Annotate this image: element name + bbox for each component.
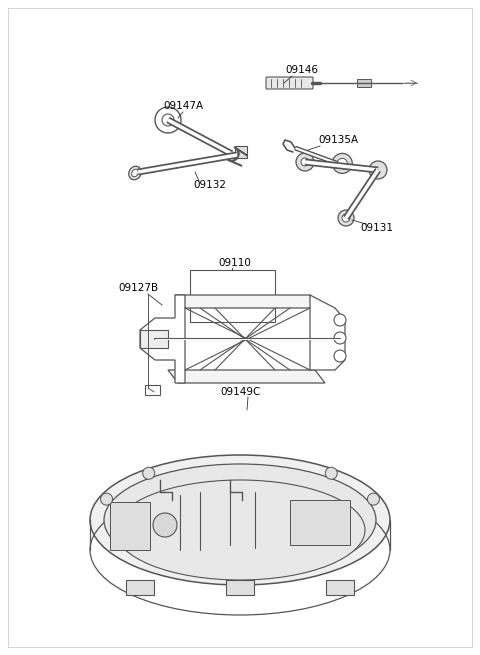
Text: 09127B: 09127B — [118, 283, 158, 293]
Polygon shape — [110, 502, 150, 550]
Circle shape — [369, 161, 387, 179]
Polygon shape — [226, 580, 254, 595]
Circle shape — [338, 210, 354, 226]
Ellipse shape — [104, 464, 376, 576]
Circle shape — [325, 467, 337, 479]
Polygon shape — [145, 385, 160, 395]
Text: 09135A: 09135A — [318, 135, 358, 145]
Circle shape — [332, 153, 352, 174]
Polygon shape — [168, 370, 325, 383]
Circle shape — [334, 350, 346, 362]
Circle shape — [342, 214, 350, 222]
Polygon shape — [140, 295, 185, 383]
Circle shape — [337, 159, 348, 168]
Text: 09132: 09132 — [193, 180, 226, 190]
Circle shape — [143, 467, 155, 479]
Text: 09110: 09110 — [218, 258, 251, 268]
Ellipse shape — [90, 455, 390, 585]
Circle shape — [367, 493, 379, 505]
Text: 09146: 09146 — [285, 65, 318, 75]
Text: 09147A: 09147A — [163, 101, 203, 111]
Polygon shape — [290, 500, 350, 545]
Ellipse shape — [115, 480, 365, 580]
Circle shape — [334, 314, 346, 326]
Circle shape — [155, 107, 181, 133]
Polygon shape — [140, 330, 168, 348]
FancyBboxPatch shape — [266, 77, 313, 89]
Circle shape — [301, 158, 309, 166]
Circle shape — [153, 513, 177, 537]
Circle shape — [296, 153, 314, 171]
Polygon shape — [310, 295, 345, 370]
Circle shape — [101, 493, 113, 505]
Circle shape — [162, 114, 174, 126]
Bar — [190, 270, 275, 322]
Polygon shape — [326, 580, 354, 595]
Text: 09131: 09131 — [360, 223, 393, 233]
Ellipse shape — [132, 169, 138, 177]
Ellipse shape — [129, 166, 141, 179]
Text: 09149C: 09149C — [220, 387, 260, 397]
Polygon shape — [175, 295, 320, 308]
Bar — [357, 79, 371, 87]
Polygon shape — [126, 580, 154, 595]
Polygon shape — [235, 146, 247, 158]
Circle shape — [334, 332, 346, 344]
